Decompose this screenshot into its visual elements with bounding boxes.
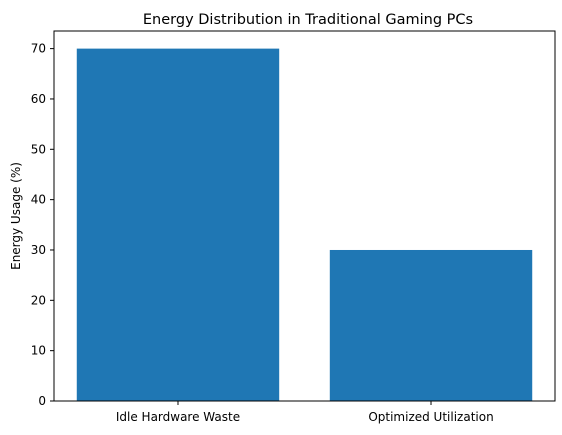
y-tick-label: 20 (31, 293, 46, 307)
y-tick-label: 60 (31, 92, 46, 106)
bar-0 (76, 48, 280, 401)
y-axis-ticks: 0 10 20 30 40 50 60 70 (31, 42, 54, 408)
chart-title: Energy Distribution in Traditional Gamin… (143, 12, 473, 28)
x-tick-label: Idle Hardware Waste (116, 410, 240, 424)
bars-layer (76, 48, 533, 401)
y-tick-label: 10 (31, 344, 46, 358)
y-tick-label: 70 (31, 42, 46, 56)
y-tick-label: 0 (38, 394, 46, 408)
y-tick-label: 40 (31, 193, 46, 207)
y-tick-label: 50 (31, 142, 46, 156)
y-axis-label: Energy Usage (%) (9, 162, 23, 270)
bar-1 (329, 249, 533, 401)
y-tick-label: 30 (31, 243, 46, 257)
plot-frame (53, 30, 556, 402)
x-axis-ticks: Idle Hardware Waste Optimized Utilization (116, 401, 494, 424)
x-tick-label: Optimized Utilization (368, 410, 493, 424)
